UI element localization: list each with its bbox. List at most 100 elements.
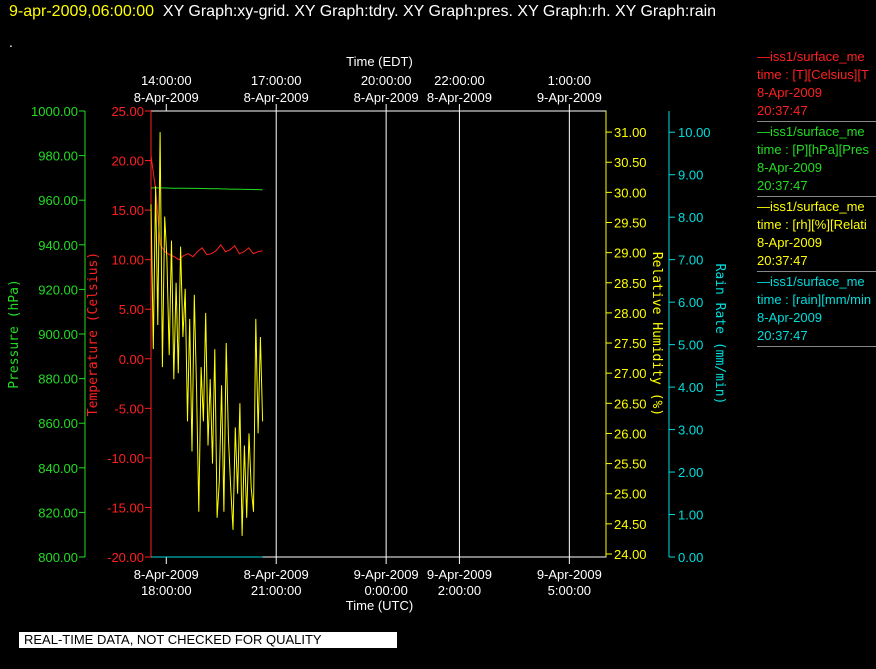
temperature-tick-label: 0.00 xyxy=(119,352,144,367)
rain-tick-label: 8.00 xyxy=(678,210,703,225)
x-tick-label: 8-Apr-2009 xyxy=(134,567,199,582)
rh-tick-label: 29.50 xyxy=(614,216,647,231)
legend-time: 20:37:47 xyxy=(757,253,808,268)
pressure-tick-label: 840.00 xyxy=(38,461,78,476)
rain-tick-label: 0.00 xyxy=(678,550,703,565)
legend-field: time : [T][Celsius][T xyxy=(757,67,869,82)
x-tick-label: 9-Apr-2009 xyxy=(427,567,492,582)
rh-tick-label: 30.00 xyxy=(614,185,647,200)
temperature-tick-label: 10.00 xyxy=(111,253,144,268)
x-top-tick-label: 20:00:00 xyxy=(361,73,412,88)
rh-tick-label: 28.00 xyxy=(614,306,647,321)
x-top-tick-label: 17:00:00 xyxy=(251,73,302,88)
rh-tick-label: 24.00 xyxy=(614,547,647,562)
x-axis-label: Time (UTC) xyxy=(346,598,413,613)
pressure-tick-label: 940.00 xyxy=(38,238,78,253)
legend-date: 8-Apr-2009 xyxy=(757,235,823,250)
header-date: 9-apr-2009,06:00:00 xyxy=(9,3,154,20)
legend-date: 8-Apr-2009 xyxy=(757,85,823,100)
temperature-axis-label: Temperature (Celsius) xyxy=(86,252,101,416)
legend-field: time : [rh][%][Relati xyxy=(757,217,867,232)
pressure-tick-label: 880.00 xyxy=(38,372,78,387)
x-top-tick-label: 8-Apr-2009 xyxy=(134,90,199,105)
pressure-tick-label: 980.00 xyxy=(38,149,78,164)
pressure-axis-label: Pressure (hPa) xyxy=(7,279,22,389)
pressure-series-line xyxy=(151,187,263,191)
rh-tick-label: 26.00 xyxy=(614,426,647,441)
rain-tick-label: 6.00 xyxy=(678,295,703,310)
x-tick-label: 0:00:00 xyxy=(364,583,407,598)
temperature-tick-label: 20.00 xyxy=(111,154,144,169)
rain-tick-label: 1.00 xyxy=(678,508,703,523)
pressure-tick-label: 860.00 xyxy=(38,416,78,431)
legend-field: time : [rain][mm/min xyxy=(757,292,872,307)
x-tick-label: 9-Apr-2009 xyxy=(537,567,602,582)
legend-time: 20:37:47 xyxy=(757,178,808,193)
rain-tick-label: 2.00 xyxy=(678,465,703,480)
header-second-line: . xyxy=(9,34,13,50)
x-top-axis-label: Time (EDT) xyxy=(346,54,413,69)
pressure-tick-label: 820.00 xyxy=(38,505,78,520)
rh-tick-label: 30.50 xyxy=(614,155,647,170)
x-top-tick-label: 9-Apr-2009 xyxy=(537,90,602,105)
legend-date: 8-Apr-2009 xyxy=(757,310,823,325)
rh-tick-label: 25.50 xyxy=(614,457,647,472)
rain-tick-label: 4.00 xyxy=(678,380,703,395)
x-top-tick-label: 22:00:00 xyxy=(434,73,485,88)
rh-axis-label: Relative Humidity (%) xyxy=(649,252,664,416)
pressure-tick-label: 920.00 xyxy=(38,282,78,297)
rain-tick-label: 7.00 xyxy=(678,253,703,268)
legend-title: —iss1/surface_me xyxy=(757,124,865,139)
temperature-tick-label: -5.00 xyxy=(114,401,144,416)
x-tick-label: 5:00:00 xyxy=(548,583,591,598)
pressure-tick-label: 800.00 xyxy=(38,550,78,565)
rain-tick-label: 9.00 xyxy=(678,168,703,183)
pressure-tick-label: 900.00 xyxy=(38,327,78,342)
rain-tick-label: 10.00 xyxy=(678,125,711,140)
temperature-tick-label: -15.00 xyxy=(107,500,144,515)
rh-tick-label: 29.00 xyxy=(614,246,647,261)
rain-tick-label: 5.00 xyxy=(678,338,703,353)
temperature-tick-label: 15.00 xyxy=(111,203,144,218)
rh-tick-label: 26.50 xyxy=(614,396,647,411)
legend-time: 20:37:47 xyxy=(757,103,808,118)
pressure-tick-label: 960.00 xyxy=(38,193,78,208)
temperature-tick-label: -10.00 xyxy=(107,451,144,466)
x-top-tick-label: 8-Apr-2009 xyxy=(244,90,309,105)
temperature-tick-label: 25.00 xyxy=(111,104,144,119)
legend-date: 8-Apr-2009 xyxy=(757,160,823,175)
x-tick-label: 21:00:00 xyxy=(251,583,302,598)
legend-title: —iss1/surface_me xyxy=(757,199,865,214)
x-top-tick-label: 14:00:00 xyxy=(141,73,192,88)
rain-tick-label: 3.00 xyxy=(678,423,703,438)
x-top-tick-label: 1:00:00 xyxy=(548,73,591,88)
x-tick-label: 8-Apr-2009 xyxy=(244,567,309,582)
rain-axis-label: Rain Rate (mm/min) xyxy=(712,264,727,405)
quality-notice: REAL-TIME DATA, NOT CHECKED FOR QUALITY xyxy=(19,632,397,648)
rh-tick-label: 24.50 xyxy=(614,517,647,532)
legend-field: time : [P][hPa][Pres xyxy=(757,142,869,157)
header-title: 9-apr-2009,06:00:00 XY Graph:xy-grid. XY… xyxy=(9,3,716,21)
rh-tick-label: 27.00 xyxy=(614,366,647,381)
x-top-tick-label: 8-Apr-2009 xyxy=(354,90,419,105)
legend-time: 20:37:47 xyxy=(757,328,808,343)
x-tick-label: 9-Apr-2009 xyxy=(354,567,419,582)
temperature-series-line xyxy=(150,155,263,261)
x-top-tick-label: 8-Apr-2009 xyxy=(427,90,492,105)
temperature-tick-label: -20.00 xyxy=(107,550,144,565)
x-tick-label: 18:00:00 xyxy=(141,583,192,598)
rh-tick-label: 27.50 xyxy=(614,336,647,351)
legend-title: —iss1/surface_me xyxy=(757,49,865,64)
legend: —iss1/surface_me time : [T][Celsius][T 8-A… xyxy=(757,48,876,348)
rh-tick-label: 31.00 xyxy=(614,125,647,140)
rh-series-line xyxy=(150,132,264,536)
header-graphs: XY Graph:xy-grid. XY Graph:tdry. XY Grap… xyxy=(162,3,717,20)
legend-title: —iss1/surface_me xyxy=(757,274,865,289)
pressure-tick-label: 1000.00 xyxy=(31,104,78,119)
x-tick-label: 2:00:00 xyxy=(438,583,481,598)
